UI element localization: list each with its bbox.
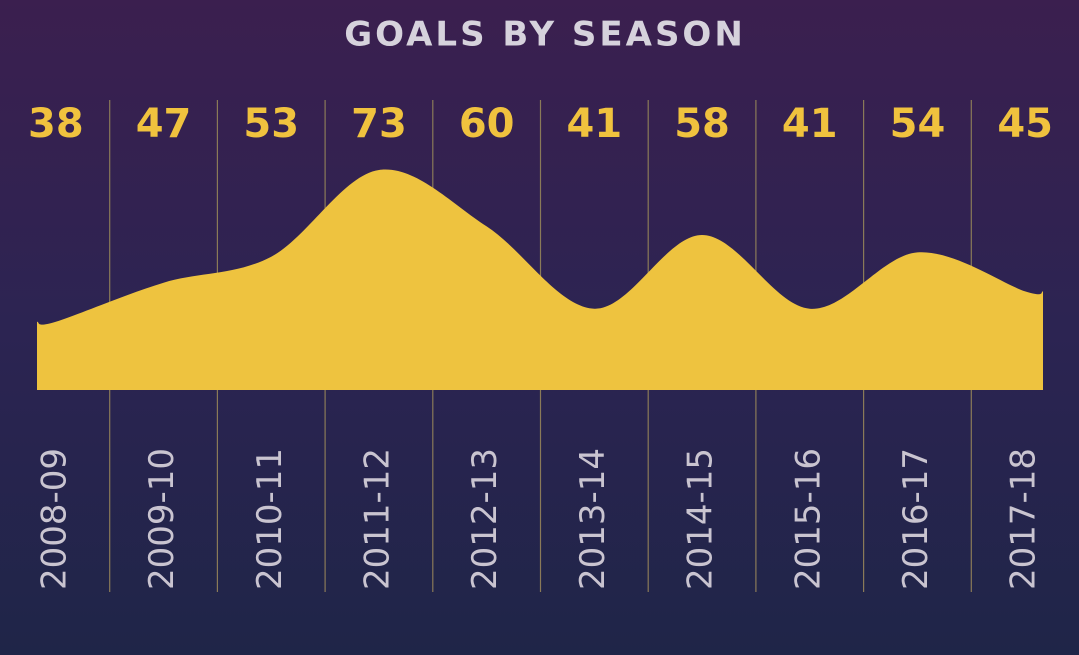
x-tick-label: 2012-13 <box>465 448 505 590</box>
value-label: 45 <box>997 101 1053 147</box>
x-tick-label: 2013-14 <box>573 448 613 590</box>
value-label: 47 <box>136 101 192 147</box>
x-tick-label: 2011-12 <box>357 448 397 590</box>
value-label: 38 <box>28 101 84 147</box>
chart-title: GOALS BY SEASON <box>344 15 746 55</box>
x-tick-label: 2008-09 <box>34 448 74 590</box>
x-tick-label: 2016-17 <box>896 448 936 590</box>
value-label: 41 <box>782 101 838 147</box>
x-tick-label: 2017-18 <box>1004 448 1044 590</box>
x-tick-label: 2015-16 <box>788 448 828 590</box>
x-tick-label: 2010-11 <box>250 448 290 590</box>
value-label: 54 <box>890 101 946 147</box>
value-label: 41 <box>567 101 623 147</box>
area <box>37 169 1043 390</box>
value-label: 60 <box>459 101 515 147</box>
value-label: 73 <box>351 101 407 147</box>
x-tick-label: 2014-15 <box>681 448 721 590</box>
value-label: 58 <box>674 101 730 147</box>
x-tick-label: 2009-10 <box>142 448 182 590</box>
value-label: 53 <box>243 101 299 147</box>
